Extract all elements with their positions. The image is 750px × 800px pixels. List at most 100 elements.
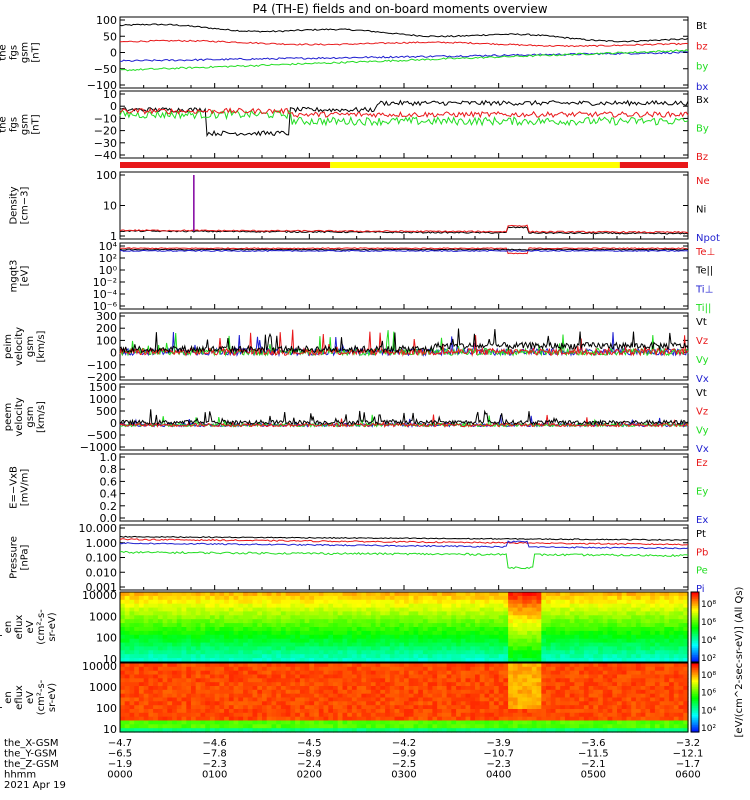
spectrogram-cell	[195, 595, 201, 601]
spectrogram-cell	[470, 689, 476, 695]
colorbar-cell	[691, 714, 699, 718]
spectrogram-cell	[162, 603, 168, 609]
spectrogram-cell	[460, 674, 467, 679]
spectrogram-cell	[134, 627, 140, 632]
y-tick-label: 10⁴	[99, 240, 118, 253]
spectrogram-cell	[224, 658, 230, 663]
spectrogram-cell	[342, 595, 348, 601]
spectrogram-cell	[579, 630, 585, 636]
spectrogram-cell	[209, 630, 216, 636]
spectrogram-cell	[134, 670, 140, 676]
spectrogram-cell	[517, 646, 523, 651]
spectrogram-cell	[654, 705, 661, 710]
spectrogram-cell	[602, 716, 609, 722]
spectrogram-cell	[257, 728, 263, 733]
spectrogram-cell	[456, 630, 462, 636]
spectrogram-cell	[143, 611, 149, 616]
spectrogram-cell	[437, 638, 443, 644]
spectrogram-cell	[517, 689, 523, 695]
series-line-by	[119, 49, 689, 72]
spectrogram-cell	[399, 682, 405, 687]
spectrogram-cell	[465, 599, 471, 605]
spectrogram-cell	[219, 658, 225, 663]
spectrogram-cell	[195, 686, 201, 691]
spectrogram-cell	[654, 689, 661, 695]
spectrogram-cell	[295, 670, 301, 676]
spectrogram-cell	[342, 701, 348, 706]
spectrogram-cell	[295, 693, 301, 699]
spectrogram-cell	[404, 607, 410, 613]
spectrogram-cell	[678, 654, 684, 659]
spectrogram-cell	[669, 630, 675, 636]
spectrogram-cell	[351, 642, 358, 648]
x-tick-label: −4.2	[392, 738, 416, 749]
spectrogram-cell	[441, 674, 448, 679]
spectrogram-cell	[583, 592, 590, 597]
spectrogram-cell	[484, 627, 490, 632]
spectrogram-cell	[546, 689, 552, 695]
spectrogram-cell	[205, 592, 211, 597]
spectrogram-cell	[157, 689, 164, 695]
spectrogram-cell	[243, 646, 249, 651]
spectrogram-cell	[659, 658, 665, 663]
spectrogram-cell	[375, 615, 381, 620]
spectrogram-cell	[536, 670, 542, 676]
spectrogram-cell	[451, 627, 457, 632]
spectrogram-cell	[209, 623, 216, 628]
spectrogram-cell	[635, 619, 642, 624]
spectrogram-cell	[351, 724, 358, 729]
spectrogram-cell	[219, 709, 225, 714]
spectrogram-cell	[361, 615, 367, 620]
spectrogram-cell	[295, 697, 301, 702]
spectrogram-cell	[314, 689, 320, 695]
spectrogram-cell	[503, 642, 509, 648]
spectrogram-cell	[356, 603, 362, 609]
spectrogram-cell	[129, 638, 135, 644]
spectrogram-cell	[172, 689, 178, 695]
spectrogram-cell	[162, 599, 168, 605]
spectrogram-cell	[451, 705, 457, 710]
spectrogram-cell	[640, 705, 646, 710]
spectrogram-cell	[247, 682, 254, 687]
spectrogram-cell	[617, 720, 623, 725]
spectrogram-cell	[531, 678, 538, 683]
spectrogram-cell	[356, 654, 362, 659]
spectrogram-cell	[517, 658, 523, 663]
spectrogram-cell	[683, 682, 689, 687]
spectrogram-cell	[654, 634, 661, 640]
spectrogram-cell	[285, 701, 291, 706]
spectrogram-cell	[333, 638, 339, 644]
spectrogram-cell	[479, 603, 485, 609]
spectrogram-cell	[664, 642, 670, 648]
spectrogram-cell	[408, 599, 414, 605]
spectrogram-cell	[612, 709, 618, 714]
spectrogram-cell	[673, 619, 680, 624]
spectrogram-cell	[465, 638, 471, 644]
colorbar-cell	[691, 634, 699, 637]
spectrogram-cell	[285, 592, 291, 597]
spectrogram-cell	[626, 634, 632, 640]
legend-entry: by	[696, 62, 708, 73]
spectrogram-cell	[138, 611, 145, 616]
spectrogram-cell	[404, 615, 410, 620]
spectrogram-cell	[541, 623, 547, 628]
spectrogram-cell	[650, 638, 656, 644]
spectrogram-cell	[574, 712, 580, 718]
spectrogram-cell	[621, 592, 627, 597]
spectrogram-cell	[238, 646, 244, 651]
spectrogram-cell	[195, 619, 201, 624]
spectrogram-cell	[427, 663, 433, 668]
spectrogram-cell	[408, 595, 414, 601]
spectrogram-cell	[631, 701, 637, 706]
spectrogram-cell	[489, 650, 495, 655]
spectrogram-cell	[157, 646, 164, 651]
spectrogram-cell	[451, 728, 457, 733]
spectrogram-cell	[517, 642, 523, 648]
spectrogram-cell	[659, 638, 665, 644]
spectrogram-cell	[645, 728, 651, 733]
spectrogram-cell	[536, 712, 542, 718]
spectrogram-cell	[205, 693, 211, 699]
spectrogram-cell	[583, 674, 590, 679]
spectrogram-cell	[593, 728, 599, 733]
colorbar-cell	[691, 632, 699, 635]
